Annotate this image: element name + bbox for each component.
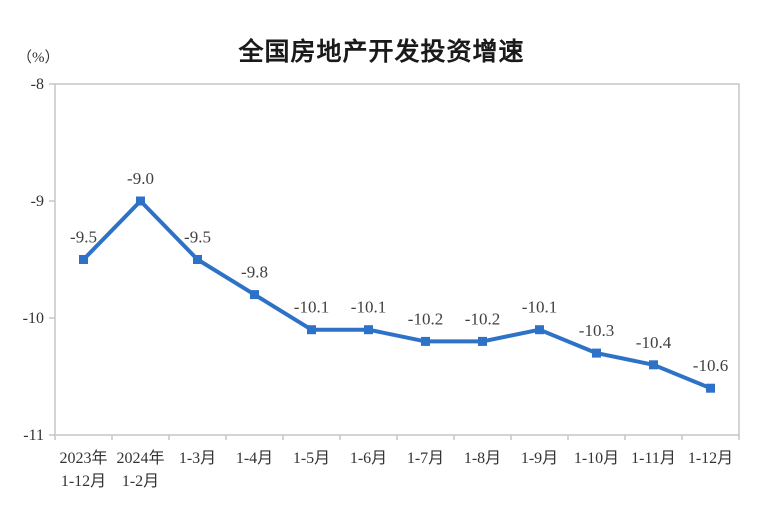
svg-text:1-10月: 1-10月 (574, 450, 619, 467)
data-point-marker (79, 255, 88, 264)
data-point-label: -10.6 (693, 356, 728, 375)
data-point-label: -10.2 (408, 309, 443, 328)
data-point-label: -10.1 (351, 298, 386, 317)
svg-text:1-9月: 1-9月 (521, 450, 558, 467)
svg-text:-11: -11 (23, 427, 44, 444)
svg-text:1-12月: 1-12月 (688, 450, 733, 467)
svg-text:-8: -8 (31, 76, 44, 93)
svg-text:1-4月: 1-4月 (236, 450, 273, 467)
svg-text:1-3月: 1-3月 (179, 450, 216, 467)
data-point-label: -9.8 (241, 263, 268, 282)
data-point-marker (478, 336, 487, 346)
svg-text:1-6月: 1-6月 (350, 450, 387, 467)
svg-text:1-11月: 1-11月 (631, 450, 676, 467)
chart-title: 全国房地产开发投资增速 (238, 38, 525, 66)
data-point-marker (136, 196, 145, 206)
data-labels: -9.5 -9.0 -9.5 -9.8 -10.1 -10.1 -10.2 -10.2 -10.… (70, 169, 728, 375)
data-series (79, 196, 715, 393)
y-axis-unit-label: （%） (17, 50, 60, 66)
data-point-marker (421, 336, 430, 346)
plot-frame (54, 83, 740, 436)
data-point-label: -9.5 (70, 228, 97, 247)
data-point-marker (193, 255, 202, 264)
svg-text:1-5月: 1-5月 (293, 450, 330, 467)
y-axis: -8 -9 -10 -11 (23, 76, 55, 444)
data-point-label: -10.1 (522, 298, 557, 317)
data-point-marker (649, 360, 658, 370)
data-point-label: -10.1 (294, 298, 329, 317)
svg-text:1-7月: 1-7月 (407, 450, 444, 467)
svg-text:-10: -10 (23, 310, 44, 327)
data-point-marker (535, 325, 544, 335)
data-point-marker (250, 290, 259, 300)
data-point-label: -10.3 (579, 321, 614, 340)
svg-text:-9: -9 (31, 193, 44, 210)
data-point-marker (307, 325, 316, 335)
svg-text:1-8月: 1-8月 (464, 450, 501, 467)
data-point-label: -9.0 (127, 169, 154, 188)
data-point-label: -10.4 (636, 333, 672, 352)
data-point-label: -9.5 (184, 228, 211, 247)
data-point-label: -10.2 (465, 309, 500, 328)
data-point-marker (364, 325, 373, 335)
data-point-marker (706, 383, 715, 393)
data-point-marker (592, 348, 601, 358)
